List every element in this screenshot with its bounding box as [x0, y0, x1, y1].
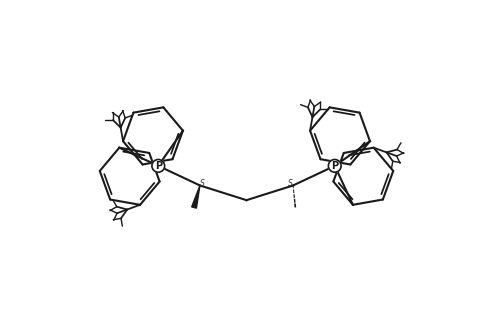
Text: S: S — [288, 178, 293, 188]
Polygon shape — [192, 185, 200, 208]
Text: P: P — [331, 161, 338, 171]
Text: P: P — [155, 161, 162, 171]
Text: S: S — [200, 178, 205, 188]
Circle shape — [328, 159, 341, 172]
Circle shape — [152, 159, 165, 172]
